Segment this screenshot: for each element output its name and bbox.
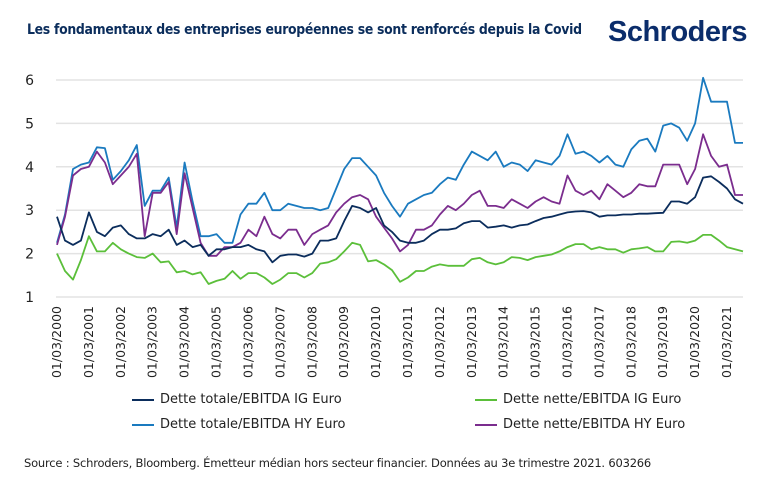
y-tick-label: 6 [25,73,34,89]
x-tick-label: 01/03/2020 [687,306,702,378]
source-note: Source : Schroders, Bloomberg. Émetteur … [24,456,652,470]
x-tick-label: 01/03/2001 [81,306,96,378]
x-tick-label: 01/03/2010 [368,306,383,378]
legend-item-nette-hy: Dette nette/EBITDA HY Euro [475,417,685,432]
x-tick-label: 01/03/2006 [240,306,255,378]
x-tick-label: 01/03/2002 [113,306,128,378]
series-line-dette-nette-ebitda-hy-euro [56,133,743,257]
x-tick-label: 01/03/2018 [623,306,638,378]
legend-label: Dette nette/EBITDA HY Euro [503,417,686,432]
y-axis-ticks: 1 2 3 4 5 6 [25,73,34,306]
y-tick-label: 5 [25,116,34,132]
legend-swatch [132,423,154,426]
x-tick-label: 01/03/2013 [464,306,479,378]
legend-swatch [132,398,154,401]
x-tick-label: 01/03/2004 [177,306,192,378]
series-line-dette-nette-ebitda-ig-euro [56,233,744,285]
legend-swatch [475,423,497,426]
legend-label: Dette totale/EBITDA IG Euro [160,392,342,407]
x-tick-label: 01/03/2011 [400,306,415,378]
x-tick-label: 01/03/2019 [655,306,670,378]
legend-item-total-hy: Dette totale/EBITDA HY Euro [132,417,345,432]
series-line-dette-totale-ebitda-ig-euro [56,175,744,264]
x-tick-label: 01/03/2012 [432,306,447,378]
x-tick-label: 01/03/2021 [719,306,734,378]
x-tick-label: 01/03/2008 [304,306,319,378]
x-tick-label: 01/03/2003 [145,306,160,378]
x-axis-ticks: 01/03/2000 01/03/2001 01/03/2002 01/03/2003… [49,306,734,378]
x-tick-label: 01/03/2009 [336,306,351,378]
y-tick-label: 1 [25,290,34,306]
legend-item-total-ig: Dette totale/EBITDA IG Euro [132,392,342,407]
legend-swatch [475,398,497,401]
x-tick-label: 01/03/2015 [528,306,543,378]
x-tick-label: 01/03/2017 [591,306,606,378]
x-tick-label: 01/03/2000 [49,306,64,378]
legend-label: Dette nette/EBITDA IG Euro [503,392,682,407]
x-tick-label: 01/03/2014 [496,306,511,378]
legend-item-nette-ig: Dette nette/EBITDA IG Euro [475,392,681,407]
series-line-dette-totale-ebitda-hy-euro [56,76,743,244]
y-tick-label: 2 [25,247,34,263]
x-tick-label: 01/03/2007 [272,306,287,378]
gridlines [56,79,743,298]
chart-title: Les fondamentaux des entreprises europée… [27,22,582,38]
legend-label: Dette totale/EBITDA HY Euro [160,417,346,432]
schroders-logo: Schroders [608,16,747,48]
series-lines [56,76,744,285]
y-tick-label: 4 [25,160,34,176]
y-tick-label: 3 [25,203,34,219]
x-tick-label: 01/03/2016 [560,306,575,378]
x-tick-label: 01/03/2005 [209,306,224,378]
